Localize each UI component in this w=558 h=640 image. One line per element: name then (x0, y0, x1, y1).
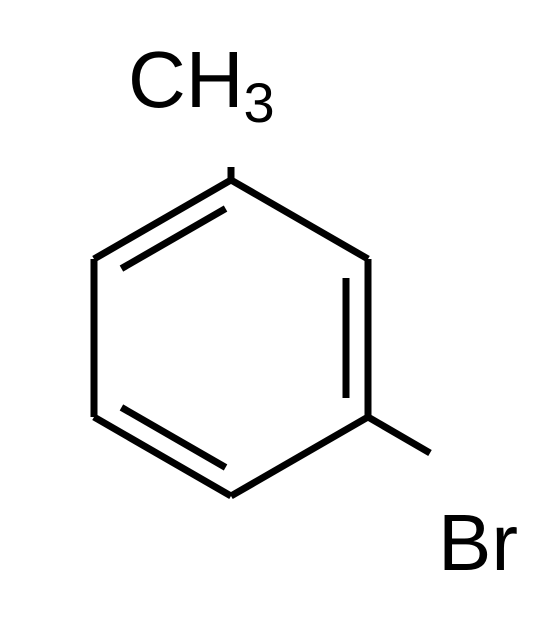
bonds-group (94, 167, 430, 496)
bond-c1-c2 (231, 180, 368, 259)
bond-c6-c1-inner (121, 209, 225, 269)
atom-label-c7: CH3 (128, 35, 275, 134)
bond-c4-c5-inner (121, 407, 225, 467)
atom-label-c7-main: CH (128, 35, 244, 124)
labels-group: CH3 Br (128, 35, 518, 587)
atom-label-br-main: Br (438, 498, 518, 587)
bond-c3-c4 (231, 417, 368, 496)
atom-label-br: Br (438, 498, 518, 587)
bond-c3-br (368, 417, 430, 453)
atom-label-c7-sub: 3 (244, 71, 275, 134)
molecule-diagram: CH3 Br (0, 0, 558, 640)
